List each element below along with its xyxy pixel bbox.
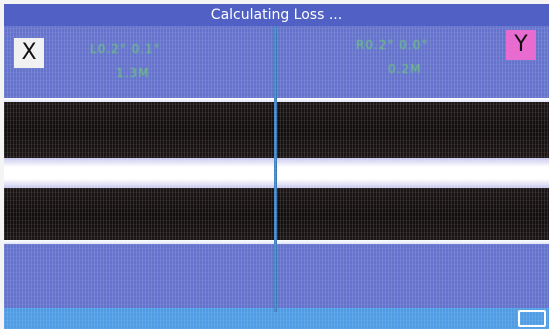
window-toggle-icon[interactable] [518, 310, 546, 327]
fiber-splicer-view: Calculating Loss ... X Y L0.2° 0.1° 1.3M… [4, 4, 549, 329]
right-angle-readout: R0.2° 0.0° [356, 38, 429, 52]
splice-line [274, 22, 277, 312]
y-camera-button[interactable]: Y [506, 30, 536, 60]
x-camera-button[interactable]: X [14, 38, 44, 68]
status-title: Calculating Loss ... [4, 4, 549, 26]
left-angle-readout: L0.2° 0.1° [90, 42, 161, 56]
bottom-strip [4, 308, 549, 329]
right-offset-readout: 0.2M [388, 62, 422, 76]
left-offset-readout: 1.3M [116, 66, 150, 80]
